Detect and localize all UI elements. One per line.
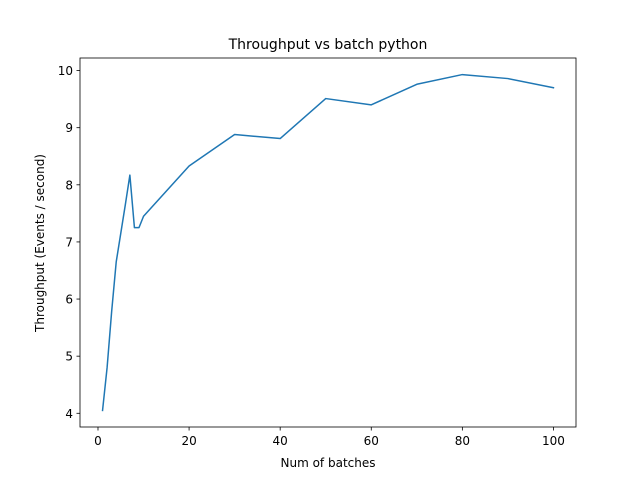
y-tick-label: 6: [65, 293, 73, 307]
y-tick-label: 7: [65, 235, 73, 249]
y-tick-label: 5: [65, 350, 73, 364]
chart-title: Throughput vs batch python: [228, 37, 428, 53]
x-tick-label: 40: [273, 434, 288, 448]
series-line-0: [101, 73, 555, 412]
x-axis-label: Num of batches: [281, 456, 376, 470]
y-tick-label: 4: [65, 407, 73, 421]
series-layer: [101, 73, 555, 412]
x-tick-label: 20: [181, 434, 196, 448]
y-tick-label: 8: [65, 178, 73, 192]
x-tick-label: 60: [364, 434, 379, 448]
y-tick-label: 9: [65, 121, 73, 135]
y-axis-label: Throughput (Events / second): [33, 154, 47, 333]
axes-frame: [79, 57, 577, 428]
plot-area: [79, 57, 577, 428]
x-tick-label: 100: [542, 434, 565, 448]
x-tick-label: 0: [94, 434, 102, 448]
ticks-layer: 0 20 40 60 80 100 4 5 6 7 8 9 10: [58, 64, 565, 448]
y-tick-label: 10: [58, 64, 73, 78]
x-tick-label: 80: [455, 434, 470, 448]
